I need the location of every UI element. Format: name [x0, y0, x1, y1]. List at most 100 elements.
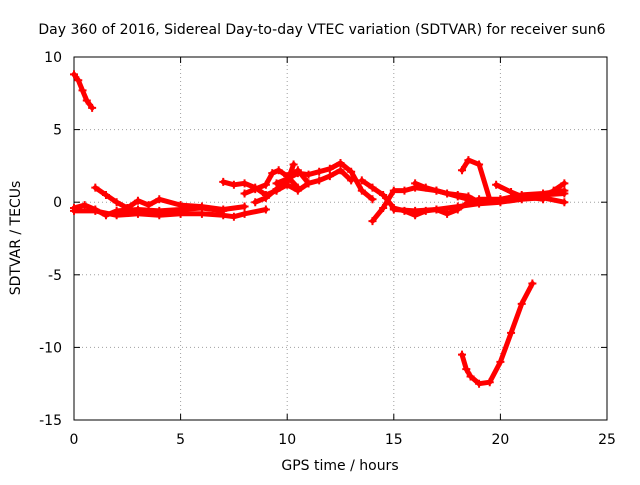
data-point	[112, 198, 121, 207]
data-series	[70, 70, 569, 388]
x-tick-label: 20	[491, 432, 509, 448]
data-point	[453, 190, 462, 199]
data-point	[485, 378, 494, 387]
data-point	[336, 166, 345, 175]
data-point	[379, 204, 388, 213]
series-arc-low-3	[91, 183, 249, 214]
data-point	[293, 169, 302, 178]
x-tick-labels: 0 5 10 15 20 25	[70, 432, 616, 448]
data-point	[155, 195, 164, 204]
data-point	[325, 164, 334, 173]
data-point	[101, 190, 110, 199]
plot-frame	[73, 56, 608, 421]
data-point	[466, 372, 475, 381]
data-point	[261, 205, 270, 214]
data-point	[389, 205, 398, 214]
data-point	[421, 183, 430, 192]
data-point	[475, 199, 484, 208]
data-point	[336, 158, 345, 167]
x-tick-label: 15	[385, 432, 403, 448]
data-point	[80, 201, 89, 210]
data-point	[240, 209, 249, 218]
series-line	[92, 185, 248, 212]
data-point	[496, 357, 505, 366]
data-point	[289, 160, 298, 169]
y-tick-label: -5	[48, 268, 62, 284]
x-axis-label: GPS time / hours	[281, 458, 398, 474]
data-point	[507, 188, 516, 197]
data-point	[539, 193, 548, 202]
data-point	[293, 186, 302, 195]
data-point	[219, 205, 228, 214]
data-point	[357, 186, 366, 195]
data-point	[368, 195, 377, 204]
data-point	[261, 180, 270, 189]
data-point	[507, 328, 516, 337]
data-point	[517, 299, 526, 308]
series-arc-late-4	[458, 156, 494, 204]
x-tick-label: 5	[176, 432, 185, 448]
data-point	[443, 209, 452, 218]
data-point	[496, 198, 505, 207]
data-point	[368, 183, 377, 192]
data-point	[70, 204, 78, 213]
y-tick-label: 0	[53, 195, 62, 211]
data-point	[251, 185, 260, 194]
data-point	[347, 176, 356, 185]
data-point	[315, 176, 324, 185]
data-point	[400, 186, 409, 195]
data-point	[197, 202, 206, 211]
data-point	[70, 70, 78, 79]
data-point	[411, 206, 420, 215]
data-point	[88, 103, 97, 112]
data-point	[492, 180, 501, 189]
data-point	[229, 180, 238, 189]
data-point	[219, 177, 228, 186]
data-point	[560, 186, 569, 195]
x-tick-label: 25	[598, 432, 616, 448]
data-point	[462, 365, 471, 374]
data-point	[240, 179, 249, 188]
data-point	[133, 196, 142, 205]
data-point	[560, 179, 569, 188]
series-arc-mid-5	[251, 160, 298, 207]
data-point	[251, 198, 260, 207]
data-point	[240, 189, 249, 198]
data-point	[347, 167, 356, 176]
data-point	[368, 217, 377, 226]
data-point	[261, 193, 270, 202]
series-arc-dip	[458, 279, 537, 388]
data-point	[560, 198, 569, 207]
grid	[74, 57, 607, 420]
data-point	[82, 96, 91, 105]
y-tick-label: -15	[39, 413, 62, 429]
series-line	[459, 281, 535, 387]
data-point	[176, 201, 185, 210]
data-point	[432, 186, 441, 195]
data-point	[304, 179, 313, 188]
data-point	[315, 167, 324, 176]
data-point	[101, 211, 110, 220]
series-line	[459, 157, 493, 202]
y-tick-label: 5	[53, 123, 62, 139]
data-point	[517, 195, 526, 204]
y-tick-labels: -15 -10 -5 0 5 10	[39, 50, 62, 429]
x-tick-label: 10	[278, 432, 296, 448]
data-point	[453, 202, 462, 211]
data-point	[464, 192, 473, 201]
data-point	[112, 206, 121, 215]
x-tick-label: 0	[70, 432, 79, 448]
series-arc-late-6	[389, 193, 569, 215]
data-point	[379, 190, 388, 199]
series-line	[274, 160, 375, 202]
data-point	[91, 183, 100, 192]
data-point	[389, 186, 398, 195]
data-point	[274, 166, 283, 175]
data-point	[549, 186, 558, 195]
data-point	[443, 189, 452, 198]
data-point	[432, 205, 441, 214]
data-point	[283, 177, 292, 186]
axis-ticks	[73, 56, 608, 421]
